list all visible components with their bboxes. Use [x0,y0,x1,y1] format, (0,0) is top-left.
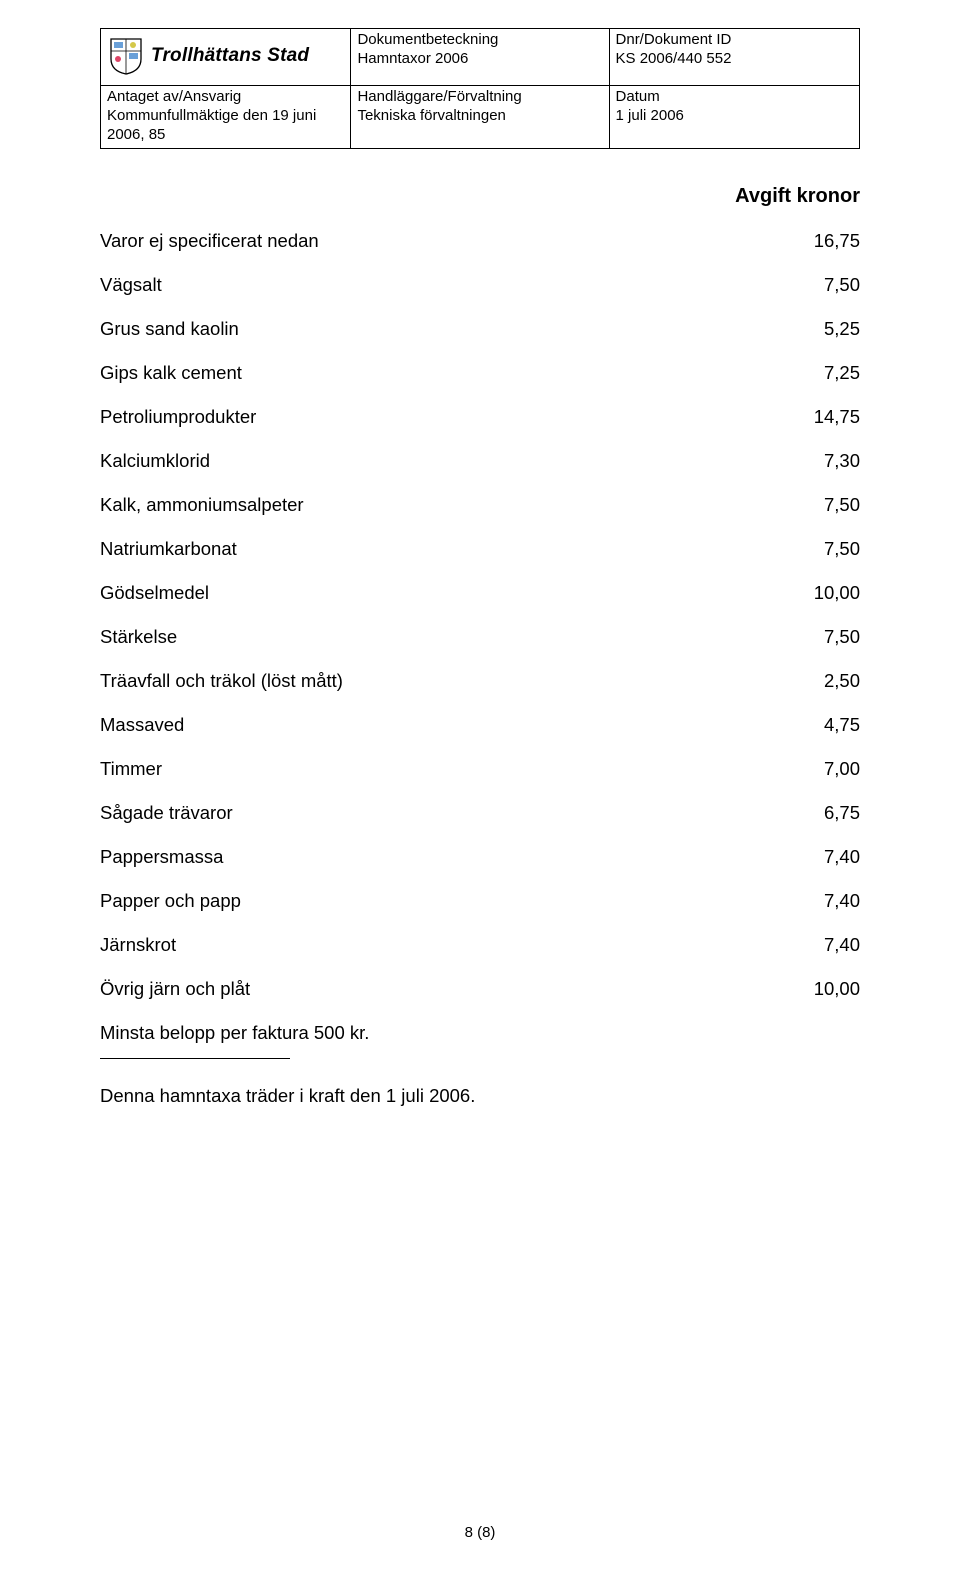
fee-label: Varor ej specificerat nedan [100,230,319,252]
fee-value: 7,30 [824,450,860,472]
fee-value: 16,75 [814,230,860,252]
fee-label: Kalk, ammoniumsalpeter [100,494,304,516]
fee-value: 4,75 [824,714,860,736]
fee-label: Natriumkarbonat [100,538,237,560]
header-value: Hamntaxor 2006 [357,50,602,69]
fee-label: Järnskrot [100,934,176,956]
fee-value: 7,25 [824,362,860,384]
header-logo-cell: Trollhättans Stad [101,29,351,86]
fee-value: 2,50 [824,670,860,692]
header-adopted-by: Antaget av/Ansvarig Kommunfullmäktige de… [101,86,351,149]
fee-value: 5,25 [824,318,860,340]
fee-value: 10,00 [814,582,860,604]
fee-row: Massaved 4,75 [100,714,860,736]
fee-row: Petroliumprodukter 14,75 [100,406,860,428]
fee-value: 7,00 [824,758,860,780]
fee-row: Kalciumklorid 7,30 [100,450,860,472]
fee-label: Pappersmassa [100,846,223,868]
header-label: Datum [616,88,853,107]
fee-row: Pappersmassa 7,40 [100,846,860,868]
header-table: Trollhättans Stad Dokumentbeteckning Ham… [100,28,860,149]
fee-value: 7,40 [824,890,860,912]
fee-row: Papper och papp 7,40 [100,890,860,912]
min-invoice-note: Minsta belopp per faktura 500 kr. [100,1022,860,1044]
effective-date: Denna hamntaxa träder i kraft den 1 juli… [100,1085,860,1107]
header-value: Tekniska förvaltningen [357,107,602,126]
fee-label: Petroliumprodukter [100,406,256,428]
fee-value: 7,50 [824,626,860,648]
content: Avgift kronor Varor ej specificerat neda… [100,149,860,1107]
fee-row: Sågade trävaror 6,75 [100,802,860,824]
logo: Trollhättans Stad [107,31,344,81]
fee-label: Papper och papp [100,890,241,912]
header-value: KS 2006/440 552 [616,50,853,69]
fee-value: 14,75 [814,406,860,428]
logo-text: Trollhättans Stad [151,44,309,68]
fee-row: Natriumkarbonat 7,50 [100,538,860,560]
fee-label: Träavfall och träkol (löst mått) [100,670,343,692]
fee-row: Gips kalk cement 7,25 [100,362,860,384]
fee-value: 10,00 [814,978,860,1000]
fee-label: Sågade trävaror [100,802,233,824]
fee-label: Övrig järn och plåt [100,978,250,1000]
fee-row: Varor ej specificerat nedan 16,75 [100,230,860,252]
fee-row: Vägsalt 7,50 [100,274,860,296]
header-handler: Handläggare/Förvaltning Tekniska förvalt… [351,86,609,149]
fee-label: Kalciumklorid [100,450,210,472]
page: Trollhättans Stad Dokumentbeteckning Ham… [0,0,960,1107]
fee-label: Gips kalk cement [100,362,242,384]
fee-label: Gödselmedel [100,582,209,604]
fee-value: 7,50 [824,538,860,560]
header-label: Antaget av/Ansvarig [107,88,344,107]
fee-label: Timmer [100,758,162,780]
fee-row: Gödselmedel 10,00 [100,582,860,604]
header-doc-id: Dnr/Dokument ID KS 2006/440 552 [609,29,859,86]
fee-value: 7,40 [824,934,860,956]
fees-title: Avgift kronor [100,185,860,208]
page-number: 8 (8) [0,1524,960,1541]
fee-value: 7,50 [824,494,860,516]
header-doc-designation: Dokumentbeteckning Hamntaxor 2006 [351,29,609,86]
fee-label: Grus sand kaolin [100,318,239,340]
fee-row: Järnskrot 7,40 [100,934,860,956]
header-label: Handläggare/Förvaltning [357,88,602,107]
header-label: Dnr/Dokument ID [616,31,853,50]
crest-icon [109,37,143,75]
header-date: Datum 1 juli 2006 [609,86,859,149]
header-value: 1 juli 2006 [616,107,853,126]
fees-list: Varor ej specificerat nedan 16,75 Vägsalt 7… [100,230,860,1000]
header-value: Kommunfullmäktige den 19 juni [107,107,344,126]
fee-label: Massaved [100,714,184,736]
fee-label: Vägsalt [100,274,162,296]
header-value: 2006, 85 [107,126,344,145]
header-label: Dokumentbeteckning [357,31,602,50]
separator [100,1058,290,1059]
fee-value: 7,50 [824,274,860,296]
fee-row: Grus sand kaolin 5,25 [100,318,860,340]
fee-value: 6,75 [824,802,860,824]
fee-row: Kalk, ammoniumsalpeter 7,50 [100,494,860,516]
fee-value: 7,40 [824,846,860,868]
fee-row: Träavfall och träkol (löst mått) 2,50 [100,670,860,692]
fee-label: Stärkelse [100,626,177,648]
fee-row: Stärkelse 7,50 [100,626,860,648]
fee-row: Timmer 7,00 [100,758,860,780]
fee-row: Övrig järn och plåt 10,00 [100,978,860,1000]
